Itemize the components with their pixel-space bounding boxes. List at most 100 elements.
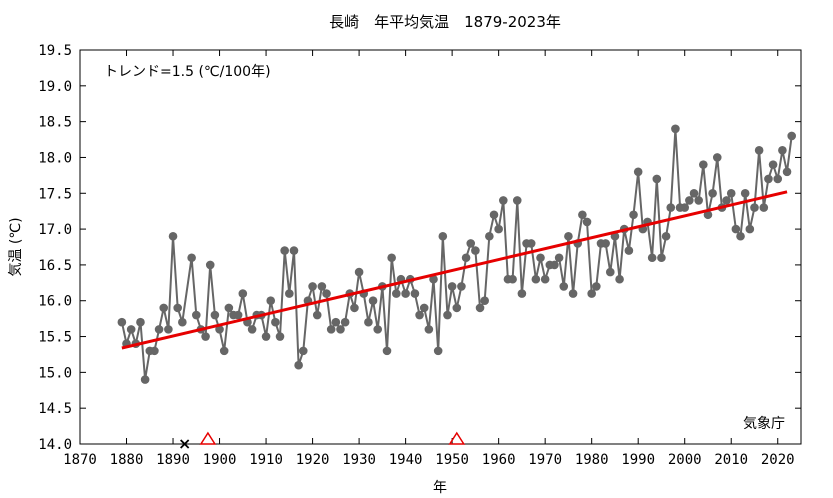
data-point bbox=[382, 346, 392, 356]
x-tick-label: 2000 bbox=[668, 452, 702, 468]
data-point bbox=[187, 253, 196, 263]
data-point bbox=[298, 346, 308, 356]
data-point bbox=[280, 246, 289, 255]
data-point bbox=[429, 274, 438, 284]
data-point bbox=[364, 317, 373, 327]
data-point bbox=[471, 246, 480, 255]
data-point bbox=[289, 246, 299, 255]
x-tick-label: 1940 bbox=[389, 452, 423, 468]
marker-layer bbox=[180, 431, 466, 449]
data-point bbox=[726, 188, 736, 198]
data-point bbox=[624, 246, 634, 255]
x-tick-label: 1990 bbox=[621, 452, 655, 468]
data-point bbox=[559, 282, 569, 291]
data-point bbox=[475, 303, 485, 313]
data-point bbox=[633, 167, 643, 177]
data-point bbox=[433, 346, 443, 356]
data-point bbox=[694, 196, 703, 205]
data-point bbox=[266, 296, 276, 306]
data-point bbox=[271, 317, 280, 327]
data-point bbox=[512, 196, 522, 205]
data-point bbox=[554, 253, 564, 263]
data-point bbox=[498, 196, 508, 205]
data-point bbox=[466, 239, 476, 248]
data-point bbox=[159, 303, 169, 313]
axis-ticks bbox=[79, 49, 801, 445]
trend-line bbox=[121, 190, 788, 350]
data-point bbox=[336, 325, 345, 334]
data-point bbox=[350, 303, 359, 313]
data-point bbox=[140, 375, 150, 384]
x-tick-label: 1910 bbox=[249, 452, 283, 468]
data-point bbox=[215, 325, 224, 334]
x-tick-label: 1930 bbox=[342, 452, 376, 468]
y-tick-label: 15.5 bbox=[38, 330, 72, 346]
data-point bbox=[689, 188, 699, 198]
x-tick-label: 1950 bbox=[435, 452, 469, 468]
data-point bbox=[308, 282, 317, 291]
data-point bbox=[722, 196, 731, 205]
y-tick-label: 16.5 bbox=[38, 258, 72, 274]
data-point bbox=[387, 253, 396, 263]
data-point bbox=[275, 332, 285, 341]
y-tick-label: 17.0 bbox=[38, 222, 72, 238]
data-point bbox=[457, 282, 466, 291]
x-tick-label: 1920 bbox=[296, 452, 330, 468]
data-point bbox=[568, 289, 578, 298]
data-point bbox=[438, 231, 448, 241]
data-point bbox=[224, 303, 234, 313]
data-point bbox=[312, 310, 322, 320]
data-point bbox=[615, 274, 624, 284]
data-point bbox=[666, 203, 676, 212]
data-point bbox=[164, 325, 173, 334]
x-tick-label: 1870 bbox=[63, 452, 97, 468]
y-tick-label: 18.5 bbox=[38, 115, 72, 131]
data-point bbox=[489, 210, 499, 220]
data-point bbox=[210, 310, 220, 320]
tick-labels: 1870 1880 1890 1900 1910 1920 1930 1940 1950 1960… bbox=[38, 43, 794, 468]
data-point bbox=[178, 317, 187, 327]
data-point bbox=[494, 224, 503, 234]
data-point bbox=[647, 253, 657, 263]
data-point bbox=[536, 253, 545, 263]
data-point bbox=[778, 145, 787, 155]
y-tick-label: 14.0 bbox=[38, 437, 72, 453]
data-point bbox=[787, 131, 796, 141]
data-point bbox=[540, 274, 550, 284]
data-point bbox=[126, 325, 136, 334]
data-point bbox=[410, 289, 420, 298]
data-point bbox=[661, 231, 671, 241]
data-point bbox=[368, 296, 378, 306]
data-point bbox=[331, 317, 341, 327]
data-point bbox=[168, 231, 178, 241]
data-point bbox=[578, 210, 587, 220]
data-point bbox=[517, 289, 527, 298]
data-point bbox=[340, 317, 350, 327]
data-point bbox=[419, 303, 429, 313]
data-point bbox=[703, 210, 713, 220]
data-point bbox=[582, 217, 592, 227]
y-tick-label: 18.0 bbox=[38, 150, 72, 166]
data-point bbox=[150, 346, 159, 356]
y-tick-label: 16.0 bbox=[38, 294, 72, 310]
x-tick-label: 1970 bbox=[528, 452, 562, 468]
data-point bbox=[415, 310, 424, 320]
station-change-cross-marker bbox=[180, 439, 190, 449]
trend-label: トレンド=1.5 (℃/100年) bbox=[104, 64, 271, 80]
y-tick-label: 14.5 bbox=[38, 401, 72, 417]
x-tick-label: 2020 bbox=[761, 452, 795, 468]
data-point bbox=[680, 203, 690, 212]
data-point bbox=[480, 296, 489, 306]
plot-frame bbox=[79, 49, 802, 445]
source-label: 気象庁 bbox=[743, 416, 785, 432]
data-point bbox=[392, 289, 401, 298]
data-point bbox=[191, 310, 201, 320]
x-tick-label: 1900 bbox=[203, 452, 237, 468]
data-point bbox=[708, 188, 717, 198]
data-point bbox=[773, 174, 783, 184]
data-point bbox=[508, 274, 517, 284]
station-move-triangle-marker bbox=[448, 431, 466, 445]
y-tick-label: 19.5 bbox=[38, 43, 72, 59]
data-point bbox=[461, 253, 471, 263]
